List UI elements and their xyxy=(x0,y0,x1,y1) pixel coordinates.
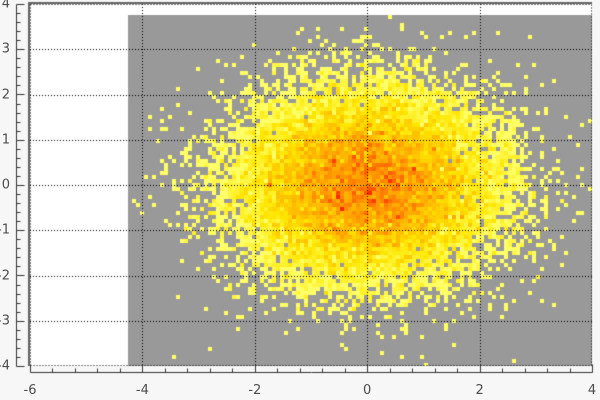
scatter-density-plot-canvas xyxy=(0,0,600,400)
